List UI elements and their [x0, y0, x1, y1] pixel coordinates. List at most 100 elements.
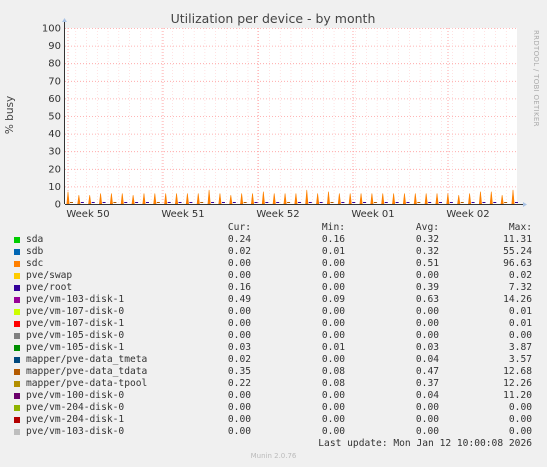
legend-swatch [14, 321, 20, 327]
legend-row: pve/vm-105-disk-1 0.03 0.01 0.03 3.87 [14, 342, 535, 354]
legend-row: pve/vm-105-disk-0 0.00 0.00 0.00 0.00 [14, 330, 535, 342]
legend-row: pve/vm-103-disk-1 0.49 0.09 0.63 14.26 [14, 294, 535, 306]
legend-max: 11.20 [503, 390, 532, 401]
legend-max: 0.01 [508, 318, 532, 329]
legend-cur: 0.00 [227, 426, 251, 437]
legend-row: mapper/pve-data_tdata 0.35 0.08 0.47 12.68 [14, 366, 535, 378]
legend-max: 0.00 [508, 330, 532, 341]
legend-cur: 0.00 [227, 390, 251, 401]
legend-avg: 0.47 [415, 366, 439, 377]
legend-swatch [14, 297, 20, 303]
side-label: RRDTOOL / TOBI OETIKER [532, 30, 540, 127]
legend-row: pve/vm-103-disk-0 0.00 0.00 0.00 0.00 [14, 426, 535, 438]
legend-min: 0.01 [321, 246, 345, 257]
x-axis-arrow [523, 202, 527, 207]
y-tick-label: 60 [48, 94, 61, 105]
legend-avg: 0.04 [415, 390, 439, 401]
legend-swatch [14, 429, 20, 435]
y-tick-label: 10 [48, 182, 61, 193]
legend-cur: 0.35 [227, 366, 251, 377]
x-tick-label: Week 51 [161, 209, 204, 220]
y-tick-label: 50 [48, 112, 61, 123]
legend-avg: 0.00 [415, 414, 439, 425]
legend-swatch [14, 369, 20, 375]
legend-name: pve/swap [26, 270, 73, 281]
legend-min: 0.00 [321, 282, 345, 293]
legend-name: pve/vm-105-disk-0 [26, 330, 125, 341]
legend-swatch [14, 345, 20, 351]
legend-avg: 0.00 [415, 426, 439, 437]
legend-swatch [14, 285, 20, 291]
legend-name: pve/vm-107-disk-1 [26, 318, 125, 329]
legend-swatch [14, 333, 20, 339]
legend-max: 7.32 [508, 282, 532, 293]
legend-min: 0.00 [321, 354, 345, 365]
legend-avg: 0.51 [415, 258, 439, 269]
legend-swatch [14, 237, 20, 243]
legend-swatch [14, 381, 20, 387]
legend-cur: 0.49 [227, 294, 251, 305]
legend-min: 0.00 [321, 330, 345, 341]
legend-min: 0.00 [321, 318, 345, 329]
legend-swatch [14, 273, 20, 279]
legend-max: 14.26 [503, 294, 532, 305]
legend-max: 55.24 [503, 246, 532, 257]
legend-cur: 0.00 [227, 414, 251, 425]
legend-swatch [14, 417, 20, 423]
legend-avg: 0.32 [415, 246, 439, 257]
legend-avg: 0.32 [415, 234, 439, 245]
legend-avg: 0.00 [415, 270, 439, 281]
x-tick-label: Week 01 [351, 209, 394, 220]
x-tick-label: Week 50 [66, 209, 109, 220]
legend-min: 0.00 [321, 306, 345, 317]
y-tick-label: 20 [48, 164, 61, 175]
legend-avg: 0.00 [415, 306, 439, 317]
y-axis-label: % busy [4, 96, 16, 134]
legend-min: 0.08 [321, 378, 345, 389]
legend-name: sda [26, 234, 44, 245]
y-tick-label: 80 [48, 59, 61, 70]
grid [65, 28, 517, 204]
legend-row: sdc 0.00 0.00 0.51 96.63 [14, 258, 535, 270]
legend-max: 11.31 [503, 234, 532, 245]
legend-row: pve/vm-107-disk-1 0.00 0.00 0.00 0.01 [14, 318, 535, 330]
legend-cur: 0.00 [227, 306, 251, 317]
legend: Cur: Min: Avg: Max: sda 0.24 0.16 0.32 11.31… [14, 222, 535, 449]
legend-row: sdb 0.02 0.01 0.32 55.24 [14, 246, 535, 258]
legend-avg: 0.00 [415, 318, 439, 329]
x-ticks: Week 50 Week 51 Week 52 Week 01 Week 02 [66, 209, 489, 220]
y-tick-label: 90 [48, 41, 61, 52]
legend-cur: 0.00 [227, 270, 251, 281]
y-tick-label: 100 [42, 24, 61, 35]
legend-cur: 0.00 [227, 318, 251, 329]
x-tick-label: Week 02 [446, 209, 489, 220]
legend-name: pve/vm-103-disk-0 [26, 426, 125, 437]
legend-name: pve/vm-204-disk-0 [26, 402, 125, 413]
legend-cur: 0.02 [227, 354, 251, 365]
legend-max: 12.68 [503, 366, 532, 377]
y-ticks: 0 10 20 30 40 50 60 70 80 90 100 [42, 24, 61, 211]
legend-min: 0.09 [321, 294, 345, 305]
chart-title: Utilization per device - by month [171, 11, 376, 26]
legend-min: 0.00 [321, 270, 345, 281]
legend-swatch [14, 309, 20, 315]
x-tick-label: Week 52 [256, 209, 299, 220]
legend-max: 0.00 [508, 402, 532, 413]
legend-row: mapper/pve-data-tpool 0.22 0.08 0.37 12.26 [14, 378, 535, 390]
legend-name: sdc [26, 258, 44, 269]
legend-name: pve/vm-204-disk-1 [26, 414, 125, 425]
legend-avg: 0.04 [415, 354, 439, 365]
legend-max: 3.57 [508, 354, 532, 365]
legend-name: pve/vm-103-disk-1 [26, 294, 125, 305]
col-cur-header: Cur: [227, 222, 251, 233]
legend-avg: 0.63 [415, 294, 439, 305]
legend-row: pve/vm-204-disk-1 0.00 0.00 0.00 0.00 [14, 414, 535, 426]
legend-cur: 0.00 [227, 258, 251, 269]
legend-max: 12.26 [503, 378, 532, 389]
legend-max: 3.87 [508, 342, 532, 353]
legend-cur: 0.16 [227, 282, 251, 293]
legend-row: sda 0.24 0.16 0.32 11.31 [14, 234, 535, 246]
y-tick-label: 70 [48, 76, 61, 87]
legend-avg: 0.39 [415, 282, 439, 293]
legend-min: 0.00 [321, 390, 345, 401]
